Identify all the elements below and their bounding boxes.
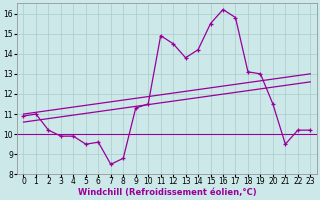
X-axis label: Windchill (Refroidissement éolien,°C): Windchill (Refroidissement éolien,°C) [77, 188, 256, 197]
